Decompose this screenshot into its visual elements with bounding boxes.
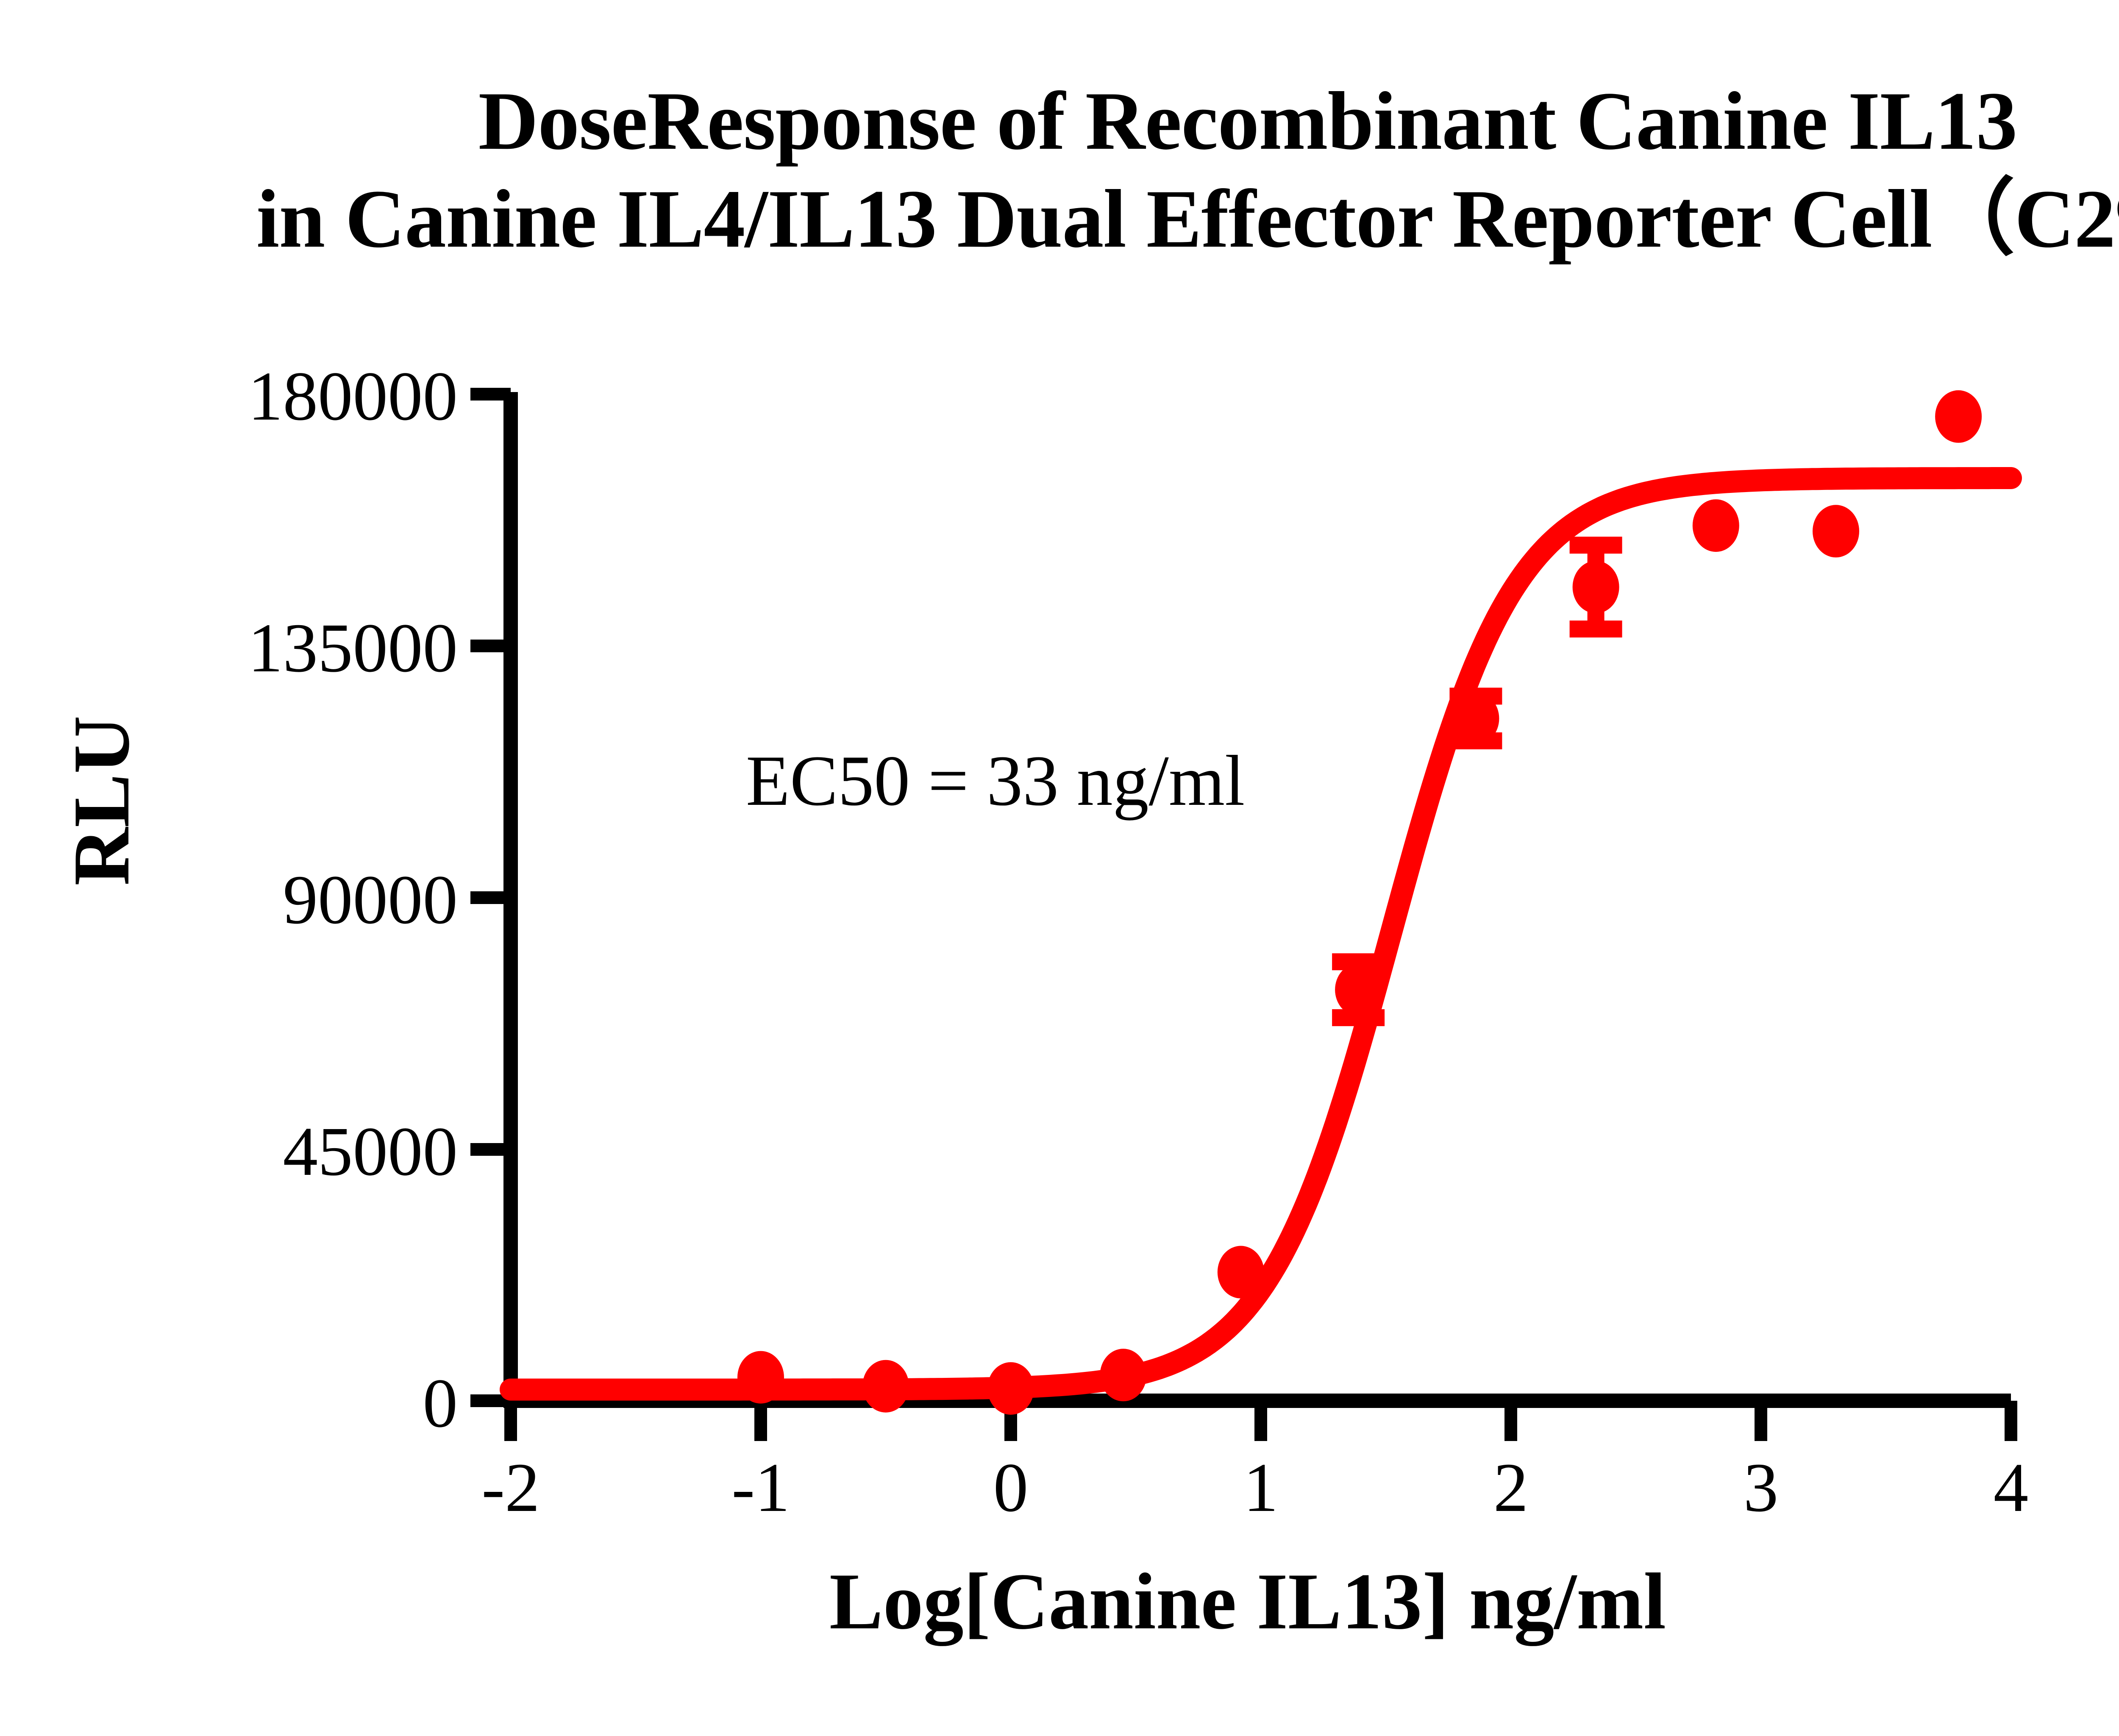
y-tick-label-135000: 135000: [248, 609, 458, 687]
chart-title: DoseResponse of Recombinant Canine IL13 …: [0, 72, 2119, 268]
data-point: [1813, 505, 1859, 558]
data-point: [1335, 963, 1382, 1016]
y-tick-label-180000: 180000: [248, 357, 458, 435]
x-tick-label-minus1: -1: [731, 1449, 790, 1526]
y-tick-marks: [470, 388, 511, 1407]
x-tick-marks: [504, 1401, 2017, 1441]
data-point: [1100, 1349, 1147, 1402]
data-point: [1935, 390, 1982, 443]
data-point: [1217, 1246, 1264, 1299]
error-bars-group: [1332, 537, 1622, 1027]
x-tick-label-2: 2: [1493, 1449, 1529, 1526]
x-tick-label-minus2: -2: [481, 1449, 540, 1526]
y-tick-label-0: 0: [423, 1364, 458, 1442]
x-axis-label: Log[Canine IL13] ng/ml: [829, 1557, 1666, 1646]
x-tick-label-4: 4: [1993, 1449, 2029, 1526]
chart-title-line-2: in Canine IL4/IL13 Dual Effector Reporte…: [256, 173, 2119, 265]
x-tick-label-0: 0: [993, 1449, 1029, 1526]
y-tick-label-90000: 90000: [283, 861, 458, 938]
ec50-annotation: EC50 = 33 ng/ml: [746, 741, 1245, 821]
x-tick-label-1: 1: [1243, 1449, 1279, 1526]
data-point: [862, 1360, 909, 1413]
x-tick-label-3: 3: [1743, 1449, 1779, 1526]
data-point: [987, 1362, 1034, 1415]
data-point: [1452, 692, 1499, 745]
chart-title-line-1: DoseResponse of Recombinant Canine IL13: [478, 75, 2018, 167]
data-point: [1572, 561, 1619, 614]
y-tick-label-45000: 45000: [283, 1113, 458, 1190]
data-point: [737, 1351, 784, 1404]
axis-lines: [503, 392, 2011, 1408]
data-point: [1692, 499, 1739, 552]
dose-response-fit-curve: [500, 467, 2022, 1401]
data-points-group: [737, 390, 1982, 1415]
